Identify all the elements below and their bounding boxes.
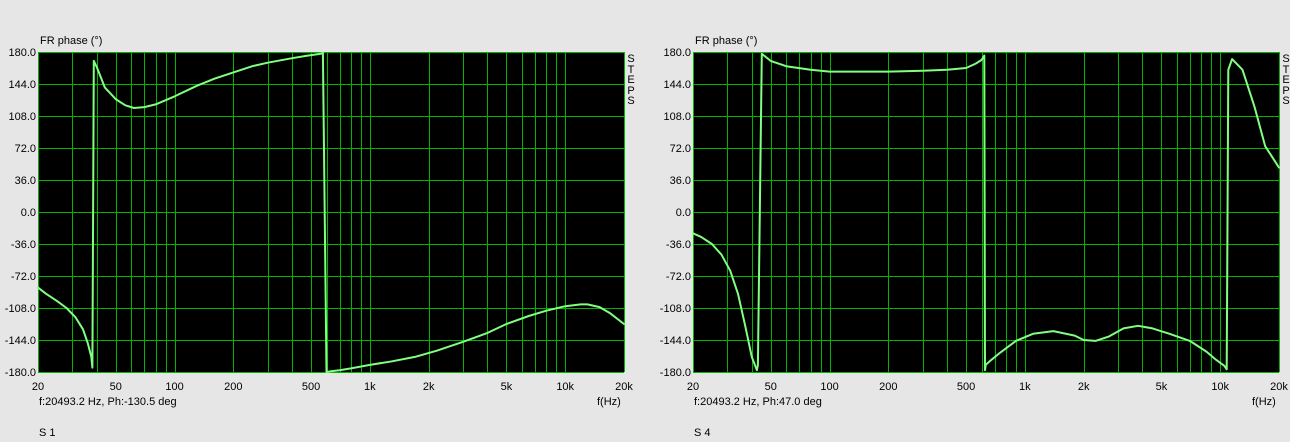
steps-side-label: S T E P S [626, 54, 636, 107]
x-tick-label: 20k [615, 381, 633, 393]
x-tick-label: 10k [556, 381, 574, 393]
y-axis-label: FR phase (°) [695, 35, 758, 47]
x-tick-label: 500 [302, 381, 320, 393]
y-tick-label: 180.0 [663, 47, 691, 59]
x-tick-label: 2k [1078, 381, 1090, 393]
x-tick-label: 200 [224, 381, 242, 393]
y-tick-label: 180.0 [8, 47, 36, 59]
y-tick-label: -180.0 [5, 367, 36, 379]
phase-trace [37, 51, 625, 373]
y-tick-label: 108.0 [663, 111, 691, 123]
x-tick-label: 1k [364, 381, 376, 393]
y-tick-label: 0.0 [676, 207, 691, 219]
series-slot-label: S 4 [694, 427, 711, 439]
x-tick-label: 50 [110, 381, 122, 393]
steps-letter: E [627, 74, 635, 86]
y-tick-label: -108.0 [5, 303, 36, 315]
x-tick-label: 50 [765, 381, 777, 393]
steps-letter: S [627, 95, 635, 107]
y-tick-label: -36.0 [666, 239, 691, 251]
y-tick-label: 144.0 [8, 79, 36, 91]
x-axis-unit: f(Hz) [597, 396, 621, 408]
y-tick-label: 144.0 [663, 79, 691, 91]
grid [693, 52, 1280, 373]
y-tick-label: -144.0 [5, 335, 36, 347]
x-tick-label: 1k [1019, 381, 1031, 393]
chart-svg: 180.0 144.0 108.0 72.0 36.0 0.0 -36.0 -72.0 -108… [660, 47, 1289, 393]
x-tick-label: 20 [687, 381, 699, 393]
steps-side-label: S T E P S [1281, 54, 1290, 107]
y-tick-label: 36.0 [670, 175, 691, 187]
y-tick-label: -72.0 [11, 271, 36, 283]
y-tick-label: 36.0 [15, 175, 36, 187]
x-tick-label: 100 [165, 381, 183, 393]
y-tick-label: -36.0 [11, 239, 36, 251]
steps-letter: E [1282, 74, 1290, 86]
y-tick-label: 108.0 [8, 111, 36, 123]
steps-letter: S [1282, 95, 1290, 107]
phase-trace [692, 52, 1280, 372]
y-tick-label: 0.0 [21, 207, 36, 219]
grid [38, 52, 625, 373]
x-axis-unit: f(Hz) [1252, 396, 1276, 408]
steps-letter: P [1282, 84, 1290, 97]
x-tick-label: 20 [32, 381, 44, 393]
cursor-readout: f:20493.2 Hz, Ph:47.0 deg [694, 396, 822, 408]
steps-letter: T [627, 63, 635, 76]
x-tick-label: 5k [501, 381, 513, 393]
x-tick-label: 10k [1211, 381, 1229, 393]
y-tick-label: -108.0 [660, 303, 691, 315]
chart-panel-s1: 180.0 144.0 108.0 72.0 36.0 0.0 -36.0 -72.0 -108… [5, 35, 636, 439]
x-tick-label: 5k [1156, 381, 1168, 393]
y-tick-label: -144.0 [660, 335, 691, 347]
cursor-readout: f:20493.2 Hz, Ph:-130.5 deg [39, 396, 177, 408]
x-tick-label: 20k [1270, 381, 1288, 393]
x-tick-label: 2k [423, 381, 435, 393]
y-tick-label: 72.0 [670, 143, 691, 155]
x-tick-label: 200 [879, 381, 897, 393]
chart-svg: 180.0 144.0 108.0 72.0 36.0 0.0 -36.0 -72.0 -108… [5, 47, 634, 393]
y-tick-label: -180.0 [660, 367, 691, 379]
y-axis-label: FR phase (°) [40, 35, 103, 47]
series-slot-label: S 1 [39, 427, 56, 439]
x-tick-label: 100 [820, 381, 838, 393]
steps-letter: T [1282, 63, 1290, 76]
x-tick-label: 500 [957, 381, 975, 393]
y-tick-label: -72.0 [666, 271, 691, 283]
y-tick-label: 72.0 [15, 143, 36, 155]
chart-panel-s4: 180.0 144.0 108.0 72.0 36.0 0.0 -36.0 -72.0 -108… [645, 0, 1290, 442]
steps-letter: S [1282, 53, 1290, 65]
steps-letter: S [627, 53, 635, 65]
steps-letter: P [627, 84, 635, 97]
